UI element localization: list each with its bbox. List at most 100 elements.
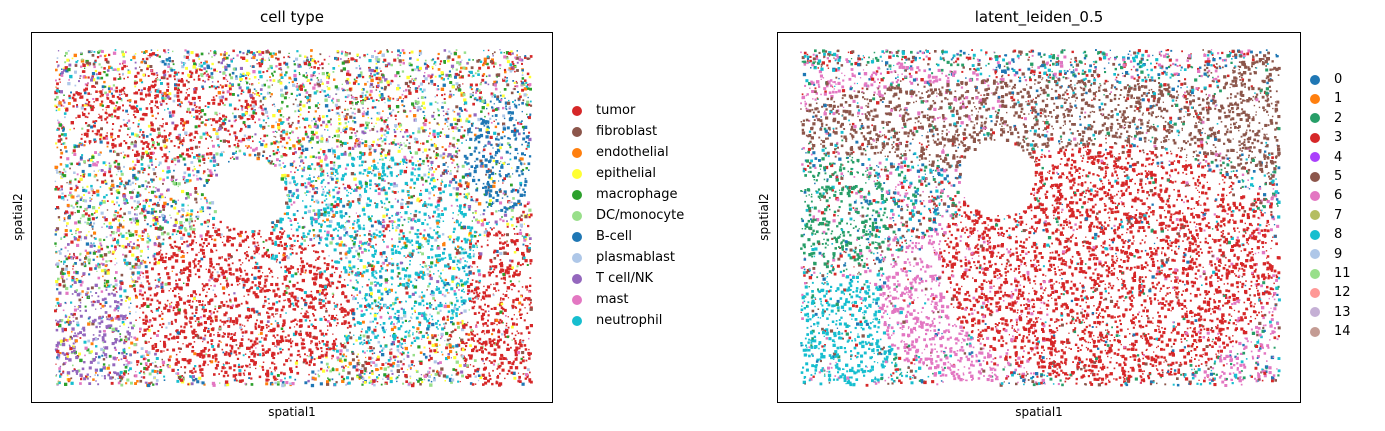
scatter-point	[522, 83, 526, 86]
scatter-point	[447, 117, 450, 120]
scatter-point	[389, 171, 393, 175]
scatter-point	[215, 131, 219, 136]
scatter-point	[502, 122, 506, 126]
scatter-point	[233, 237, 236, 240]
scatter-point	[233, 379, 236, 382]
scatter-point	[524, 56, 527, 59]
scatter-point	[301, 175, 304, 178]
scatter-point	[81, 214, 85, 218]
scatter-point	[379, 306, 383, 310]
scatter-point	[387, 117, 389, 119]
scatter-point	[370, 148, 372, 150]
scatter-point	[264, 144, 268, 148]
scatter-point	[431, 248, 434, 251]
scatter-point	[105, 194, 108, 197]
scatter-point	[438, 110, 440, 112]
scatter-point	[268, 267, 271, 270]
scatter-point	[490, 205, 493, 207]
scatter-point	[205, 74, 209, 77]
scatter-point	[64, 66, 68, 70]
scatter-point	[483, 146, 485, 148]
scatter-point	[163, 343, 167, 347]
scatter-point	[130, 141, 134, 146]
scatter-point	[526, 144, 530, 148]
scatter-point	[406, 205, 410, 208]
scatter-point	[174, 87, 178, 91]
scatter-point	[399, 142, 402, 144]
scatter-point	[87, 339, 91, 343]
scatter-point	[193, 235, 196, 238]
scatter-point	[97, 263, 100, 267]
scatter-point	[388, 307, 391, 309]
scatter-point	[358, 369, 361, 371]
scatter-point	[300, 269, 304, 273]
scatter-point	[477, 379, 480, 382]
scatter-point	[131, 271, 135, 275]
scatter-point	[351, 147, 355, 150]
scatter-point	[227, 332, 230, 336]
scatter-point	[88, 214, 91, 217]
scatter-point	[248, 118, 251, 120]
scatter-point	[226, 63, 228, 65]
scatter-point	[152, 168, 156, 171]
scatter-point	[92, 62, 96, 66]
scatter-point	[201, 372, 204, 375]
scatter-point	[408, 329, 411, 332]
scatter-point	[223, 313, 227, 317]
scatter-point	[290, 320, 293, 323]
scatter-point	[233, 364, 237, 368]
scatter-point	[430, 248, 433, 251]
scatter-point	[185, 66, 188, 70]
scatter-point	[342, 365, 344, 368]
scatter-point	[440, 367, 444, 371]
scatter-point	[172, 229, 176, 233]
scatter-point	[251, 343, 255, 347]
scatter-point	[442, 152, 446, 156]
scatter-point	[407, 331, 410, 334]
scatter-point	[155, 261, 157, 263]
scatter-point	[326, 172, 329, 174]
scatter-point	[374, 335, 378, 339]
scatter-point	[432, 177, 435, 180]
scatter-point	[506, 83, 510, 87]
scatter-point	[517, 343, 520, 345]
scatter-point	[193, 352, 197, 356]
scatter-point	[115, 201, 118, 204]
scatter-point	[288, 124, 292, 128]
scatter-point	[285, 359, 289, 363]
scatter-point	[252, 70, 256, 74]
scatter-point	[74, 352, 76, 355]
scatter-point	[140, 237, 142, 240]
scatter-point	[328, 215, 330, 217]
scatter-point	[387, 373, 390, 376]
scatter-point	[462, 251, 465, 255]
scatter-point	[170, 320, 173, 323]
scatter-point	[486, 62, 489, 66]
scatter-point	[88, 64, 91, 67]
scatter-point	[125, 232, 128, 234]
scatter-point	[169, 305, 172, 309]
scatter-point	[90, 291, 92, 293]
scatter-point	[406, 75, 410, 80]
scatter-point	[80, 65, 83, 68]
scatter-point	[152, 214, 154, 217]
scatter-point	[198, 293, 201, 296]
scatter-point	[143, 228, 147, 232]
scatter-point	[334, 174, 336, 177]
scatter-point	[469, 282, 473, 286]
scatter-point	[252, 148, 256, 152]
scatter-point	[470, 226, 474, 230]
scatter-point	[150, 127, 154, 132]
scatter-point	[408, 320, 410, 323]
scatter-point	[505, 207, 509, 211]
scatter-point	[346, 163, 349, 167]
scatter-point	[305, 310, 308, 313]
scatter-point	[279, 335, 284, 339]
scatter-point	[319, 267, 322, 270]
scatter-point	[158, 252, 161, 255]
scatter-point	[462, 225, 466, 229]
scatter-point	[477, 140, 481, 144]
scatter-point	[190, 294, 194, 298]
scatter-point	[285, 178, 287, 180]
scatter-point	[187, 58, 190, 61]
